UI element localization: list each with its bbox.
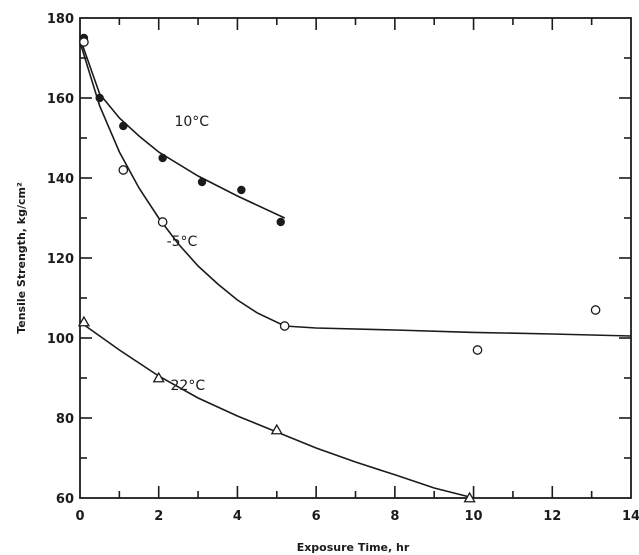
data-point-minus5c [472, 345, 483, 355]
series-label-22c: 22°C [171, 378, 206, 394]
data-point-22c [463, 491, 476, 503]
data-point-minus5c [118, 165, 129, 175]
plot-frame [79, 17, 632, 499]
x-tick-label: 2 [154, 509, 163, 524]
x-tick-label: 0 [75, 509, 84, 524]
series-label-minus5c: -5°C [167, 234, 198, 250]
x-tick-label: 6 [312, 509, 321, 524]
x-tick-label: 4 [233, 509, 242, 524]
fit-curve-minus5c [79, 41, 632, 337]
y-axis-label: Tensile Strength, kg/cm² [15, 182, 28, 334]
y-tick-label: 120 [47, 252, 74, 267]
x-tick-label: 10 [465, 509, 483, 524]
y-tick-label: 60 [56, 492, 74, 507]
x-tick-label: 8 [390, 509, 399, 524]
data-point-10c [95, 93, 104, 103]
data-point-10c [158, 153, 167, 163]
data-point-minus5c [279, 321, 290, 331]
data-point-22c [270, 423, 283, 435]
x-axis-label: Exposure Time, hr [297, 541, 410, 554]
y-tick-label: 100 [47, 332, 74, 347]
data-point-minus5c [590, 305, 601, 315]
axis-ticks-group [80, 18, 631, 498]
labels-group: 0 2 4 6 8 10 12 14 60 80 100 120 140 160 180 10°C -5°C 22… [47, 12, 639, 524]
fit-curves-group [79, 37, 632, 499]
y-tick-label: 180 [47, 12, 74, 27]
fit-curve-22c [79, 321, 474, 499]
data-point-minus5c [79, 37, 89, 47]
plot-frame-group [79, 17, 632, 499]
y-tick-label: 80 [56, 412, 74, 427]
y-tick-label: 160 [47, 92, 74, 107]
y-tick-label: 140 [47, 172, 74, 187]
data-point-10c [276, 217, 285, 227]
series-label-10c: 10°C [174, 114, 209, 130]
x-tick-label: 12 [543, 509, 561, 524]
x-tick-label: 14 [622, 509, 639, 524]
data-point-22c [152, 371, 165, 383]
data-point-22c [77, 315, 91, 327]
data-point-minus5c [157, 217, 168, 227]
data-point-10c [197, 177, 207, 187]
data-point-10c [237, 185, 246, 195]
data-point-10c [119, 121, 128, 131]
data-points-group [77, 33, 601, 503]
